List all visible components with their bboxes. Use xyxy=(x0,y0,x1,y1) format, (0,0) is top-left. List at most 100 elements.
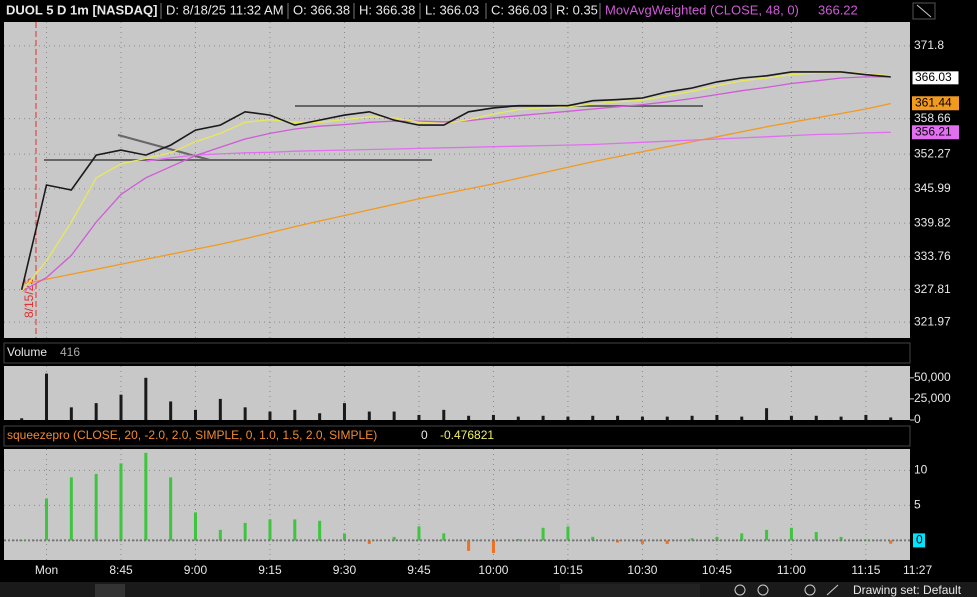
info-item: R: 0.35 xyxy=(556,2,598,17)
x-tick-label: 9:30 xyxy=(333,563,357,577)
bar xyxy=(20,418,24,420)
bar xyxy=(119,394,123,420)
bar xyxy=(293,519,297,541)
bar xyxy=(591,415,595,420)
info-item: O: 366.38 xyxy=(293,2,350,17)
bar xyxy=(864,414,868,420)
panel-title: Volume xyxy=(7,345,47,359)
x-tick-label: 11:15 xyxy=(851,563,880,577)
bar xyxy=(665,416,669,420)
price-tag xyxy=(912,125,959,140)
bar xyxy=(566,526,570,541)
toolbar xyxy=(0,582,977,597)
bar xyxy=(690,415,694,420)
bar xyxy=(491,414,495,420)
volume-header xyxy=(3,342,911,364)
session-break-label: 8/15/25 xyxy=(22,278,36,318)
info-item: D: 8/18/25 11:32 AM xyxy=(166,2,284,17)
bar xyxy=(665,540,669,544)
price-tag xyxy=(911,70,960,86)
bar xyxy=(417,414,421,420)
y-tick-label: 339.82 xyxy=(914,215,951,229)
y-tick-label: 5 xyxy=(914,498,921,512)
bar xyxy=(243,522,247,541)
bar xyxy=(839,416,843,420)
price-panel xyxy=(4,22,910,338)
y-tick-label: 333.76 xyxy=(914,249,951,263)
bar xyxy=(193,409,197,420)
bar xyxy=(566,416,570,420)
panel-title: squeezepro (CLOSE, 20, -2.0, 2.0, SIMPLE… xyxy=(7,428,377,442)
drawing-set[interactable]: Drawing set: Default xyxy=(853,583,962,597)
bar xyxy=(541,415,545,420)
x-tick-label: 10:15 xyxy=(553,563,583,577)
bar xyxy=(318,520,322,541)
current-time-label: 11:27 xyxy=(903,563,932,577)
scroll-handle[interactable] xyxy=(95,584,125,597)
bar xyxy=(467,540,471,551)
y-tick-label: 327.81 xyxy=(914,282,951,296)
bar xyxy=(765,408,769,420)
bar xyxy=(814,531,818,541)
price-tag xyxy=(912,96,959,111)
x-tick-label: 10:45 xyxy=(702,563,732,577)
y-tick-label: 352.27 xyxy=(914,146,951,160)
bar xyxy=(293,409,297,420)
series-line xyxy=(145,131,891,162)
bar xyxy=(318,413,322,420)
info-item: H: 366.38 xyxy=(359,2,415,17)
panel-readout: 416 xyxy=(60,345,80,359)
y-tick-label: 358.66 xyxy=(914,111,951,125)
y-tick-label: 10 xyxy=(914,463,928,477)
bar xyxy=(144,452,148,541)
bar xyxy=(814,415,818,420)
price-tag-label: 356.21 xyxy=(915,124,952,138)
bar xyxy=(889,417,893,420)
x-tick-label: Mon xyxy=(35,563,58,577)
bar xyxy=(516,416,520,420)
bar xyxy=(889,540,893,544)
panel-readout: 0 xyxy=(421,428,428,442)
bar xyxy=(243,407,247,420)
y-tick-label: 0 xyxy=(914,412,921,426)
bar xyxy=(491,540,495,553)
bar xyxy=(45,498,49,541)
bar xyxy=(442,533,446,541)
x-tick-label: 10:00 xyxy=(478,563,508,577)
y-tick-label: 345.99 xyxy=(914,181,951,195)
bar xyxy=(342,403,346,420)
info-item: C: 366.03 xyxy=(491,2,547,17)
bar xyxy=(715,536,719,541)
series-line xyxy=(21,71,891,292)
x-tick-label: 9:15 xyxy=(258,563,282,577)
bar xyxy=(218,529,222,541)
y-tick-label: 50,000 xyxy=(914,370,951,384)
bar xyxy=(789,415,793,420)
bar xyxy=(169,477,173,541)
toolbar-icons[interactable] xyxy=(734,584,839,596)
bar xyxy=(94,473,98,541)
bar xyxy=(392,411,396,420)
y-tick-label: 0 xyxy=(916,533,923,547)
bar xyxy=(616,540,620,543)
bar xyxy=(268,519,272,541)
scrollbar[interactable] xyxy=(560,584,700,597)
volume-panel xyxy=(4,366,910,420)
bar xyxy=(45,373,49,420)
bar xyxy=(839,536,843,541)
bar xyxy=(69,477,73,541)
bar xyxy=(417,526,421,541)
bar xyxy=(740,416,744,420)
study-label: MovAvgWeighted (CLOSE, 48, 0) xyxy=(605,2,799,17)
bar xyxy=(541,527,545,541)
bar xyxy=(591,536,595,541)
bar xyxy=(765,529,769,541)
squeeze-panel xyxy=(4,449,910,560)
x-tick-label: 10:30 xyxy=(627,563,657,577)
corner-icon[interactable] xyxy=(912,2,936,20)
info-item: L: 366.03 xyxy=(425,2,479,17)
bar xyxy=(640,416,644,420)
y-tick-label: 321.97 xyxy=(914,314,951,328)
study-value: 366.22 xyxy=(818,2,858,17)
